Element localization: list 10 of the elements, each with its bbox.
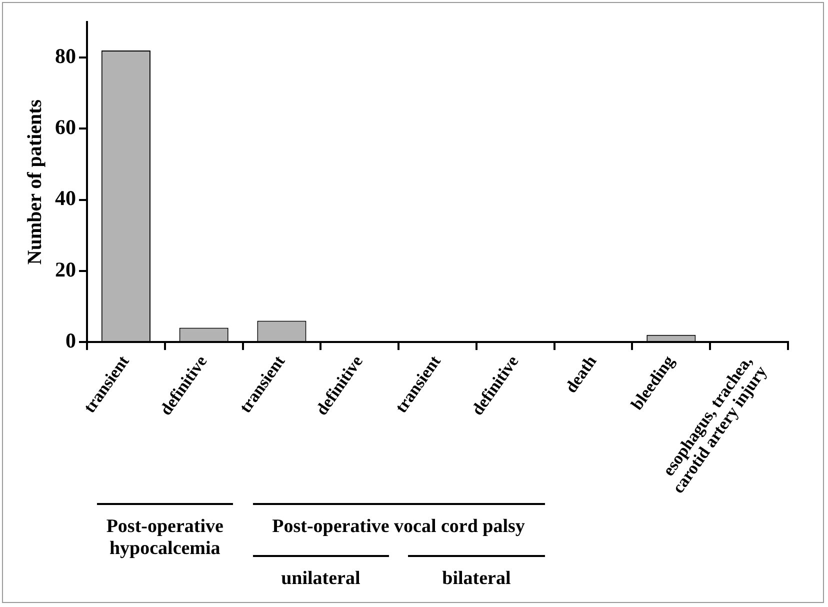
y-tick-label: 20 (55, 257, 76, 282)
text: Post-operative hypocalcemia (105, 516, 224, 560)
text: bilateral (441, 568, 512, 590)
y-tick-label: 80 (55, 44, 76, 68)
y-axis-title: Number of patients (24, 99, 46, 265)
y-tick-label: 60 (55, 115, 76, 140)
text: Post-operative vocal cord palsy (271, 516, 526, 538)
text: unilateral (280, 568, 362, 590)
y-tick-label: 40 (55, 186, 76, 210)
y-tick-label: 0 (66, 328, 76, 352)
